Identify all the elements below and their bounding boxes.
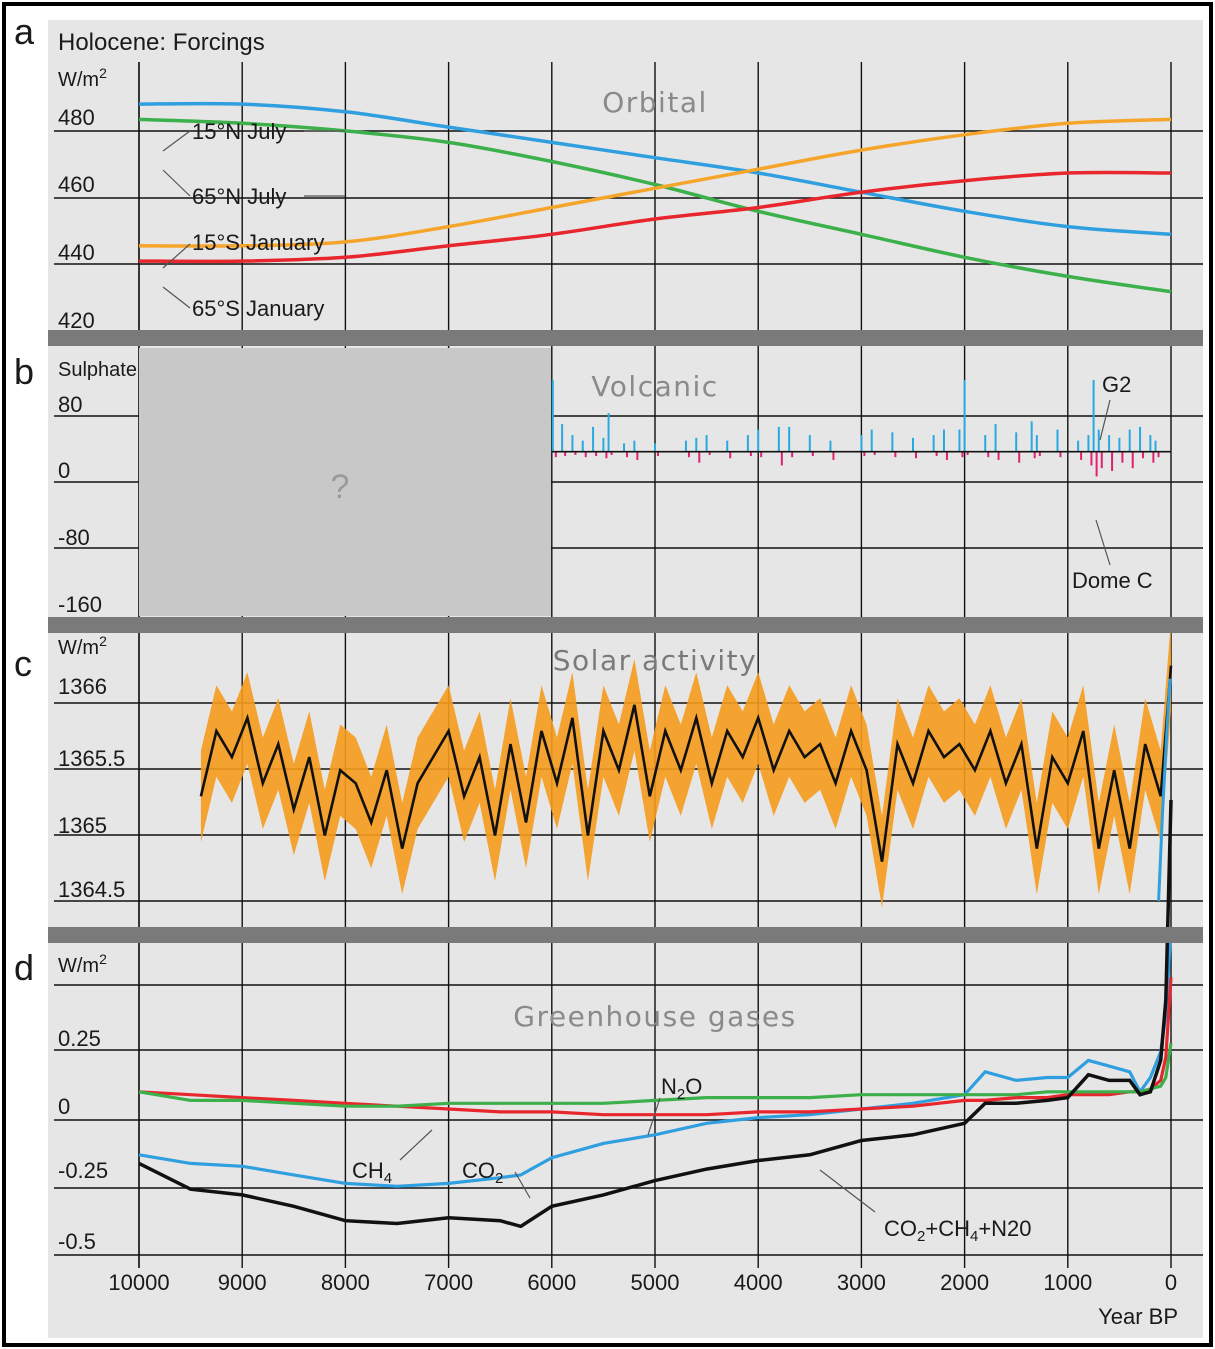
x-tick-label: 5000 [631,1270,680,1295]
panel-c-title: Solar activity [553,644,757,677]
y-axis-ticks: 480 460 440 420 80 0 -80 -160 1366 1365.5 1365 1364… [58,105,125,1254]
separator-cd [48,927,1203,943]
y-tick-label: 1365 [58,813,107,838]
y-tick-label: 460 [58,172,95,197]
y-tick-label: 0.25 [58,1026,101,1051]
x-tick-label: 3000 [837,1270,886,1295]
y-tick-label: -0.25 [58,1158,108,1183]
panel-a-unit: W/m2 [58,65,107,91]
x-axis-ticks: 10000 9000 8000 7000 6000 5000 4000 3000 2000 100… [108,1270,1177,1295]
figure-title: Holocene: Forcings [58,29,265,56]
panel-c-unit: W/m2 [58,633,107,659]
y-tick-label: 1364.5 [58,877,125,902]
panel-a-background [54,62,1200,330]
x-tick-label: 9000 [218,1270,267,1295]
y-tick-label: 80 [58,392,82,417]
label-g2: G2 [1102,372,1131,397]
y-tick-label: 1365.5 [58,746,125,771]
orbital-series-blue [138,101,1172,237]
label-co2-ch4-n2o: CO2+CH4+N20 [884,1216,1032,1245]
panel-letter-c: c [14,643,32,684]
x-tick-label: 7000 [424,1270,473,1295]
y-tick-label: 0 [58,1094,70,1119]
panel-d-title: Greenhouse gases [513,1000,796,1033]
panel-letter-b: b [14,351,34,392]
separator-ab [48,330,1203,346]
panel-b-title: Volcanic [591,370,718,403]
label-15n-july: 15°N July [192,119,286,144]
label-65s-january: 65°S January [192,296,324,321]
y-tick-label: -160 [58,592,102,617]
solar-series-blue [1157,678,1172,901]
x-tick-label: 10000 [108,1270,169,1295]
y-tick-label: 480 [58,105,95,130]
y-tick-label: -0.5 [58,1229,96,1254]
panel-letter-a: a [14,11,35,52]
y-tick-label: 0 [58,458,70,483]
solar-uncertainty-band [200,619,1171,908]
label-n2o: N2O [661,1074,702,1103]
x-tick-label: 4000 [734,1270,783,1295]
orbital-series-red [138,170,1172,264]
solar-series-black [199,665,1173,862]
x-tick-label: 2000 [940,1270,989,1295]
y-tick-label: 1366 [58,674,107,699]
x-tick-label: 0 [1165,1270,1177,1295]
orbital-labels [162,130,345,309]
panel-d-unit: W/m2 [58,951,107,977]
orbital-series-orange [138,117,1172,248]
orbital-series-green [138,117,1172,294]
panel-letter-d: d [14,947,34,988]
x-tick-label: 8000 [321,1270,370,1295]
ghg-leaders [399,1097,876,1213]
y-tick-label: 420 [58,308,95,333]
label-65n-july: 65°N July [192,184,286,209]
x-axis-label: Year BP [1098,1304,1178,1329]
y-tick-label: 440 [58,240,95,265]
plot-marks [138,101,1173,1229]
ghg-series-green [138,1042,1173,1108]
y-tick-label: -80 [58,525,90,550]
label-15s-january: 15°S January [192,230,324,255]
label-dome-c: Dome C [1072,568,1153,593]
separator-bc [48,617,1203,633]
volcanic-unknown-mark: ? [331,468,350,506]
label-ch4: CH4 [352,1158,392,1187]
x-tick-label: 6000 [527,1270,576,1295]
volcanic-leaders [1095,399,1111,566]
x-tick-label: 1000 [1043,1270,1092,1295]
panel-a-title: Orbital [602,86,708,119]
grid-lines [54,62,1203,1268]
ghg-series-black [138,799,1173,1229]
label-co2: CO2 [462,1158,503,1187]
volcanic-unknown-region [139,348,551,616]
